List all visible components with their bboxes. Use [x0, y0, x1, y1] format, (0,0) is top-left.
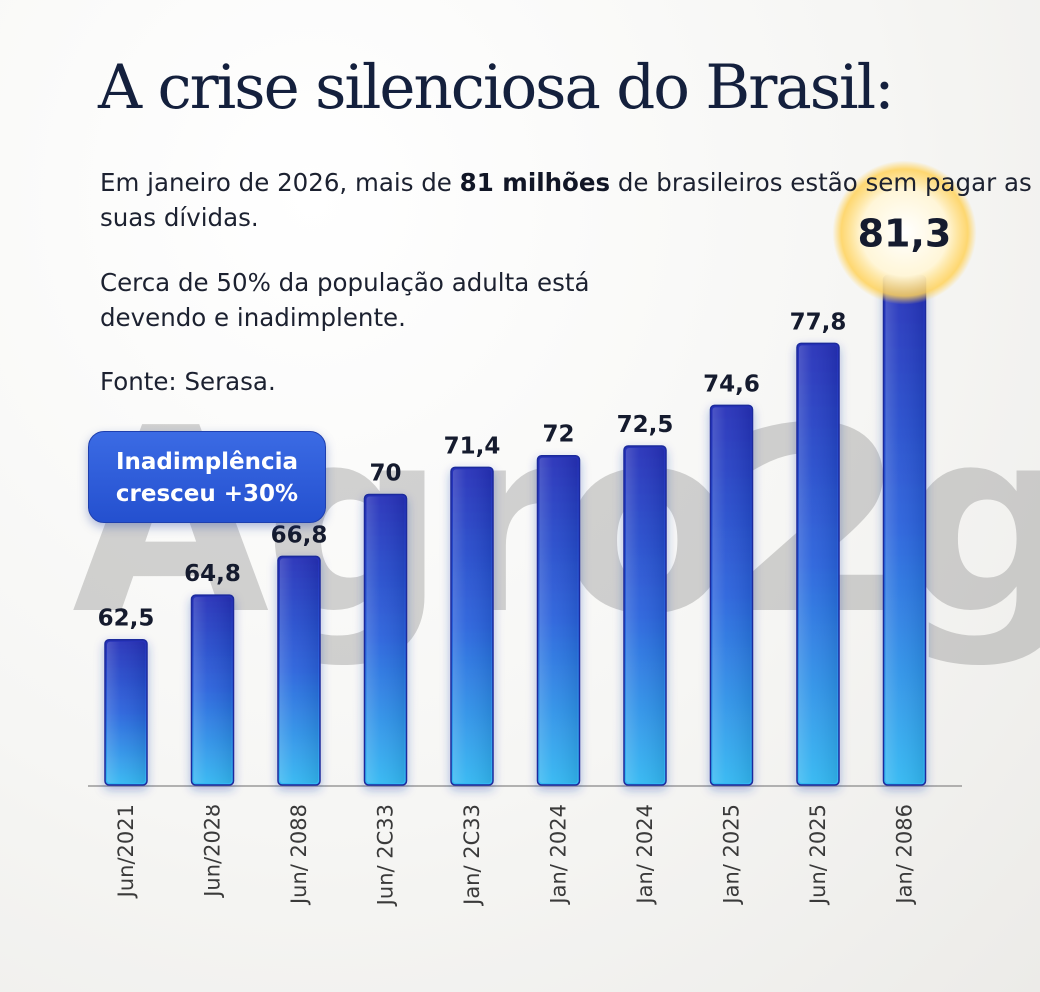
badge-line-2: cresceu +30% [115, 481, 299, 507]
source-text: Fonte: Serasa. [100, 367, 276, 396]
bar-shine-3 [280, 558, 318, 783]
x-tick-label-7: Jan/ 2024 [633, 804, 657, 906]
value-label-10: 81,3 [858, 212, 952, 256]
value-label-2: 64,8 [184, 561, 241, 587]
bar-shine-10 [885, 277, 924, 783]
bar-shine-9 [799, 345, 837, 783]
value-label-1: 62,5 [98, 606, 155, 632]
x-tick-label-5: Jan/ 2C33 [460, 804, 484, 907]
bar-shine-6 [539, 457, 578, 783]
value-label-8: 74,6 [703, 371, 760, 397]
bar-shine-5 [453, 469, 491, 783]
bar-shine-4 [366, 496, 405, 783]
x-tick-label-1: Jun/2021 [114, 804, 138, 899]
x-tick-label-9: Jun/ 2025 [806, 804, 830, 906]
intro-paragraph: Em janeiro de 2026, mais de 81 milhões d… [100, 165, 1040, 235]
x-tick-label-2: Jun/202ȣ [201, 804, 225, 899]
bar-shine-2 [193, 597, 232, 783]
growth-badge: Inadimplência cresceu +30% [88, 431, 326, 523]
value-label-5: 71,4 [444, 433, 501, 459]
intro-text-after: de brasileiros estão sem pagar as suas d… [100, 168, 1032, 232]
x-tick-label-3: Jun/ 2088 [287, 804, 311, 906]
value-label-4: 70 [369, 460, 401, 486]
intro-highlight: 81 milhões [459, 168, 611, 197]
intro-text-before: Em janeiro de 2026, mais de [100, 168, 460, 197]
value-label-7: 72,5 [617, 412, 674, 438]
page-title: A crise silenciosa do Brasil: [98, 52, 895, 123]
x-tick-label-8: Jan/ 2025 [720, 804, 744, 906]
value-label-9: 77,8 [790, 309, 847, 335]
highlight-glow [832, 160, 977, 305]
x-tick-label-4: Jun/ 2C33 [374, 804, 398, 907]
x-tick-label-6: Jan/ 2024 [547, 804, 571, 906]
bar-shine-7 [626, 448, 664, 783]
population-paragraph: Cerca de 50% da população adulta está de… [100, 268, 590, 332]
bar-shine-1 [107, 641, 145, 783]
bar-shine-8 [712, 407, 751, 783]
value-label-6: 72 [542, 422, 574, 448]
value-label-3: 66,8 [271, 522, 328, 548]
x-tick-label-10: Jan/ 2086 [893, 804, 917, 906]
badge-line-1: Inadimplência [115, 449, 299, 475]
